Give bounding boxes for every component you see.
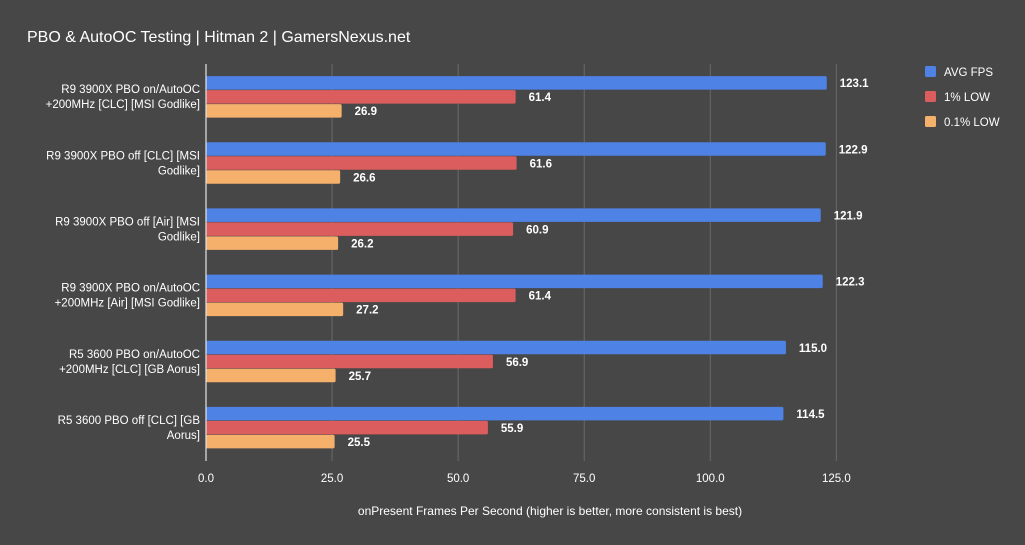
bar [206,420,488,435]
legend-label: 1% LOW [944,92,990,104]
data-label: 26.2 [351,238,373,250]
category-label: R5 3600 PBO off [CLC] [GB [58,415,201,427]
legend: AVG FPS 1% LOW 0.1% LOW [925,66,1000,129]
x-tick-label: 100.0 [696,473,725,485]
grid-lines [331,64,837,461]
data-label: 114.5 [796,409,825,421]
category-label: Godlike] [158,165,200,177]
x-tick-label: 0.0 [198,473,214,485]
x-tick-label: 25.0 [321,473,343,485]
data-label: 61.6 [530,158,552,170]
data-label: 25.7 [349,371,371,383]
category-label: Godlike] [158,231,200,243]
legend-swatch [925,116,936,127]
category-label: +200MHz [CLC] [GB Aorus] [59,364,200,376]
bar [206,302,344,317]
bar [206,222,514,236]
bar [206,236,339,250]
legend-swatch [925,66,936,77]
data-label: 60.9 [526,224,548,236]
data-label: 115.0 [799,343,827,355]
bar [206,274,823,289]
data-label: 61.4 [529,291,552,303]
bar [206,104,342,118]
bar [206,142,826,156]
data-label: 56.9 [506,357,528,369]
data-label: 122.9 [839,144,868,156]
data-label: 123.1 [840,78,869,90]
legend-label: AVG FPS [944,67,993,79]
data-label: 27.2 [356,305,378,317]
legend-swatch [925,91,936,102]
data-label: 55.9 [501,423,523,435]
bar [206,208,821,222]
category-label: R9 3900X PBO off [Air] [MSI [55,216,200,228]
data-label: 121.9 [834,210,863,222]
bar [206,368,336,383]
bars: 123.1 61.4 26.9 122.9 61.6 26.6 121.9 60.9 26.2 1… [206,76,869,449]
x-axis-title: onPresent Frames Per Second (higher is b… [358,504,742,518]
category-label: R9 3900X PBO off [CLC] [MSI [46,150,200,162]
category-label: +200MHz [Air] [MSI Godlike] [55,298,200,310]
bar [206,76,827,90]
bar [206,288,516,303]
bar [206,434,335,449]
data-label: 25.5 [348,437,371,449]
data-label: 61.4 [529,92,552,104]
bar [206,406,784,421]
x-tick-label: 75.0 [573,473,595,485]
category-labels: R9 3900X PBO on/AutoOC +200MHz [CLC] [MSI… [46,84,201,442]
category-label: Aorus] [167,430,200,442]
bar [206,170,341,184]
x-tick-labels: 0.0 25.0 50.0 75.0 100.0 125.0 [198,473,851,485]
bar [206,340,786,355]
data-label: 122.3 [836,277,865,289]
x-tick-label: 50.0 [447,473,469,485]
x-tick-label: 125.0 [822,473,851,485]
category-label: R9 3900X PBO on/AutoOC [61,84,200,96]
bar [206,156,517,170]
category-label: +200MHz [CLC] [MSI Godlike] [46,99,200,111]
bar [206,354,493,369]
bar [206,90,516,104]
legend-label: 0.1% LOW [944,117,1000,129]
category-label: R5 3600 PBO on/AutoOC [69,349,200,361]
category-label: R9 3900X PBO on/AutoOC [61,283,200,295]
chart-title: PBO & AutoOC Testing | Hitman 2 | Gamers… [27,29,411,46]
data-label: 26.6 [353,172,375,184]
data-label: 26.9 [355,106,377,118]
